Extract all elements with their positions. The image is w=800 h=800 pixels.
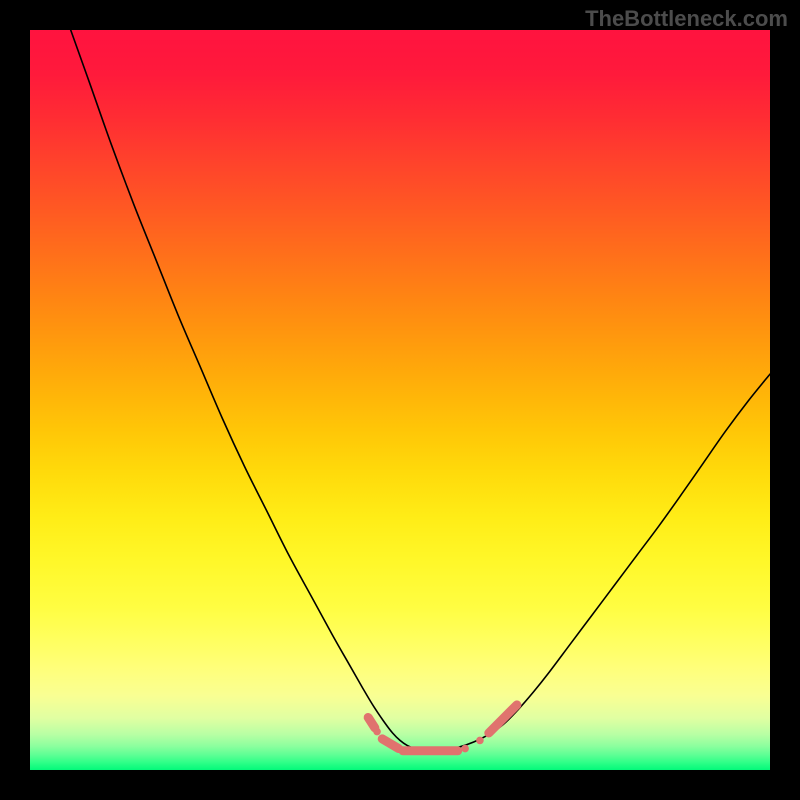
watermark-text: TheBottleneck.com (585, 6, 788, 32)
plot-svg (30, 30, 770, 770)
highlight-pill-0 (368, 717, 375, 727)
highlight-dot-2 (476, 737, 484, 745)
highlight-dot-1 (461, 745, 469, 753)
chart-canvas: TheBottleneck.com (0, 0, 800, 800)
highlight-dot-0 (373, 728, 381, 736)
plot-area (30, 30, 770, 770)
gradient-background (30, 30, 770, 770)
